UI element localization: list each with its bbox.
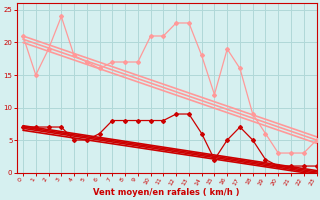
X-axis label: Vent moyen/en rafales ( km/h ): Vent moyen/en rafales ( km/h ) — [93, 188, 240, 197]
